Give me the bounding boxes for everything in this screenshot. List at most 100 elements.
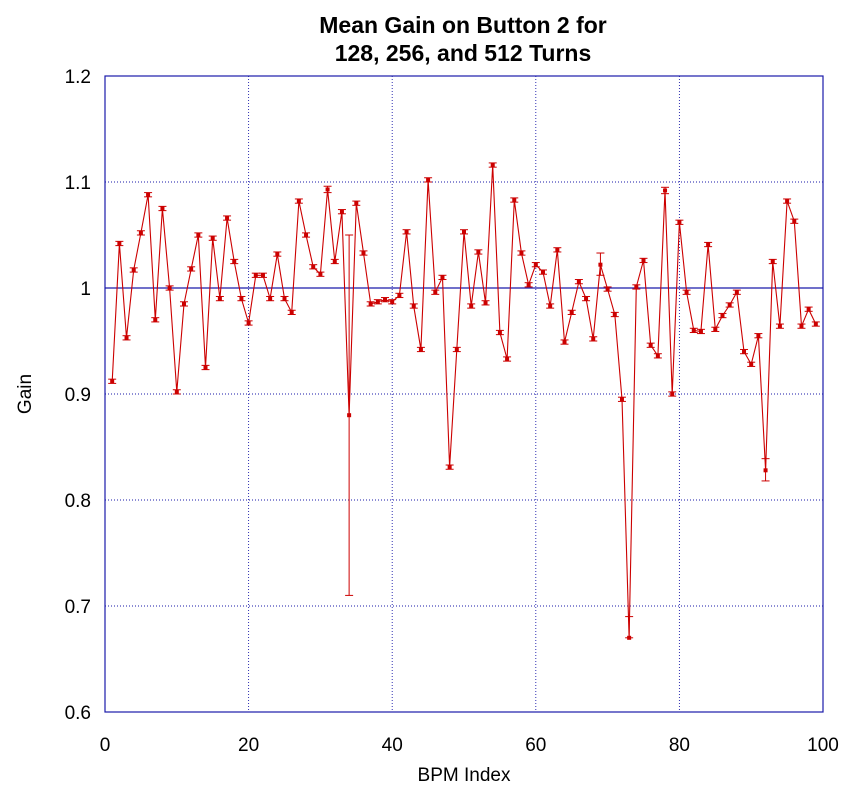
x-tick-label: 100	[807, 735, 839, 756]
data-point	[260, 273, 265, 278]
x-tick-label: 0	[100, 735, 111, 756]
y-tick-label: 0.6	[65, 703, 91, 724]
data-point	[734, 290, 739, 295]
data-point	[454, 347, 459, 352]
data-point	[490, 163, 495, 168]
y-axis-ticks: 0.6 0.7 0.8 0.9 1 1.1 1.2	[65, 67, 91, 724]
data-point	[749, 362, 754, 367]
data-point	[512, 198, 517, 203]
data-point	[232, 259, 237, 264]
data-point	[404, 229, 409, 234]
data-point	[555, 247, 560, 252]
x-axis-ticks: 0 20 40 60 80 100	[100, 735, 839, 756]
data-point	[634, 284, 639, 289]
data-point	[763, 468, 768, 473]
data-point	[605, 287, 610, 292]
x-tick-label: 40	[382, 735, 403, 756]
data-point	[318, 272, 323, 277]
data-point	[217, 296, 222, 301]
chart-title-line: 128, 256, and 512 Turns	[335, 40, 592, 66]
data-point	[476, 249, 481, 254]
y-axis-label: Gain	[15, 374, 36, 414]
data-point	[361, 251, 366, 256]
data-point	[706, 242, 711, 247]
data-point	[684, 290, 689, 295]
data-point	[160, 206, 165, 211]
data-point	[426, 177, 431, 182]
data-point	[584, 296, 589, 301]
data-point	[332, 259, 337, 264]
data-point	[519, 251, 524, 256]
data-point	[447, 465, 452, 470]
x-tick-label: 60	[525, 735, 546, 756]
data-point	[153, 317, 158, 322]
series-line	[111, 164, 817, 638]
data-point	[375, 299, 380, 304]
data-point	[289, 310, 294, 315]
data-point	[181, 301, 186, 306]
data-point	[677, 220, 682, 225]
gain-series	[108, 162, 820, 640]
grid	[105, 76, 823, 712]
data-point	[742, 349, 747, 354]
data-point	[505, 357, 510, 362]
x-tick-label: 20	[238, 735, 259, 756]
data-point	[174, 389, 179, 394]
data-point	[138, 230, 143, 235]
data-point	[548, 304, 553, 309]
data-point	[770, 259, 775, 264]
data-point	[325, 187, 330, 192]
data-point	[411, 304, 416, 309]
y-tick-label: 0.9	[65, 385, 91, 406]
data-point	[433, 290, 438, 295]
data-point	[268, 296, 273, 301]
data-point	[799, 324, 804, 329]
data-point	[691, 328, 696, 333]
data-point	[146, 192, 151, 197]
data-point	[167, 286, 172, 290]
plot-frame	[104, 75, 824, 713]
y-tick-label: 1	[80, 279, 91, 300]
data-point	[246, 320, 251, 325]
data-point	[253, 273, 258, 278]
data-point	[720, 313, 725, 318]
data-point	[777, 324, 782, 329]
y-tick-label: 0.8	[65, 491, 91, 512]
data-point	[591, 336, 596, 341]
data-point	[813, 322, 818, 327]
data-point	[698, 329, 703, 334]
data-point	[397, 293, 402, 298]
data-point	[282, 296, 287, 301]
data-point	[196, 233, 201, 237]
data-point	[225, 216, 230, 221]
data-point	[533, 262, 538, 267]
data-point	[203, 365, 208, 370]
data-point	[117, 241, 122, 246]
data-point	[124, 335, 129, 340]
data-point	[347, 413, 352, 418]
data-point	[670, 392, 675, 396]
data-point	[131, 267, 136, 272]
data-point	[418, 347, 423, 352]
data-point	[619, 397, 624, 402]
data-point	[663, 188, 668, 193]
data-point	[727, 302, 732, 307]
y-tick-label: 1.2	[65, 67, 91, 88]
data-point	[785, 199, 790, 204]
data-point	[655, 353, 660, 358]
data-point	[311, 264, 316, 269]
data-point	[189, 266, 194, 271]
data-point	[390, 299, 395, 304]
data-point	[275, 252, 280, 257]
data-point	[354, 201, 359, 206]
data-point	[641, 258, 646, 263]
data-point	[368, 301, 373, 306]
data-point	[462, 229, 466, 234]
data-point	[210, 236, 215, 241]
data-point	[483, 300, 488, 305]
data-point	[540, 270, 545, 275]
chart-title-line: Mean Gain on Button 2 for	[319, 12, 607, 38]
data-point	[239, 296, 244, 301]
data-point	[792, 219, 797, 224]
